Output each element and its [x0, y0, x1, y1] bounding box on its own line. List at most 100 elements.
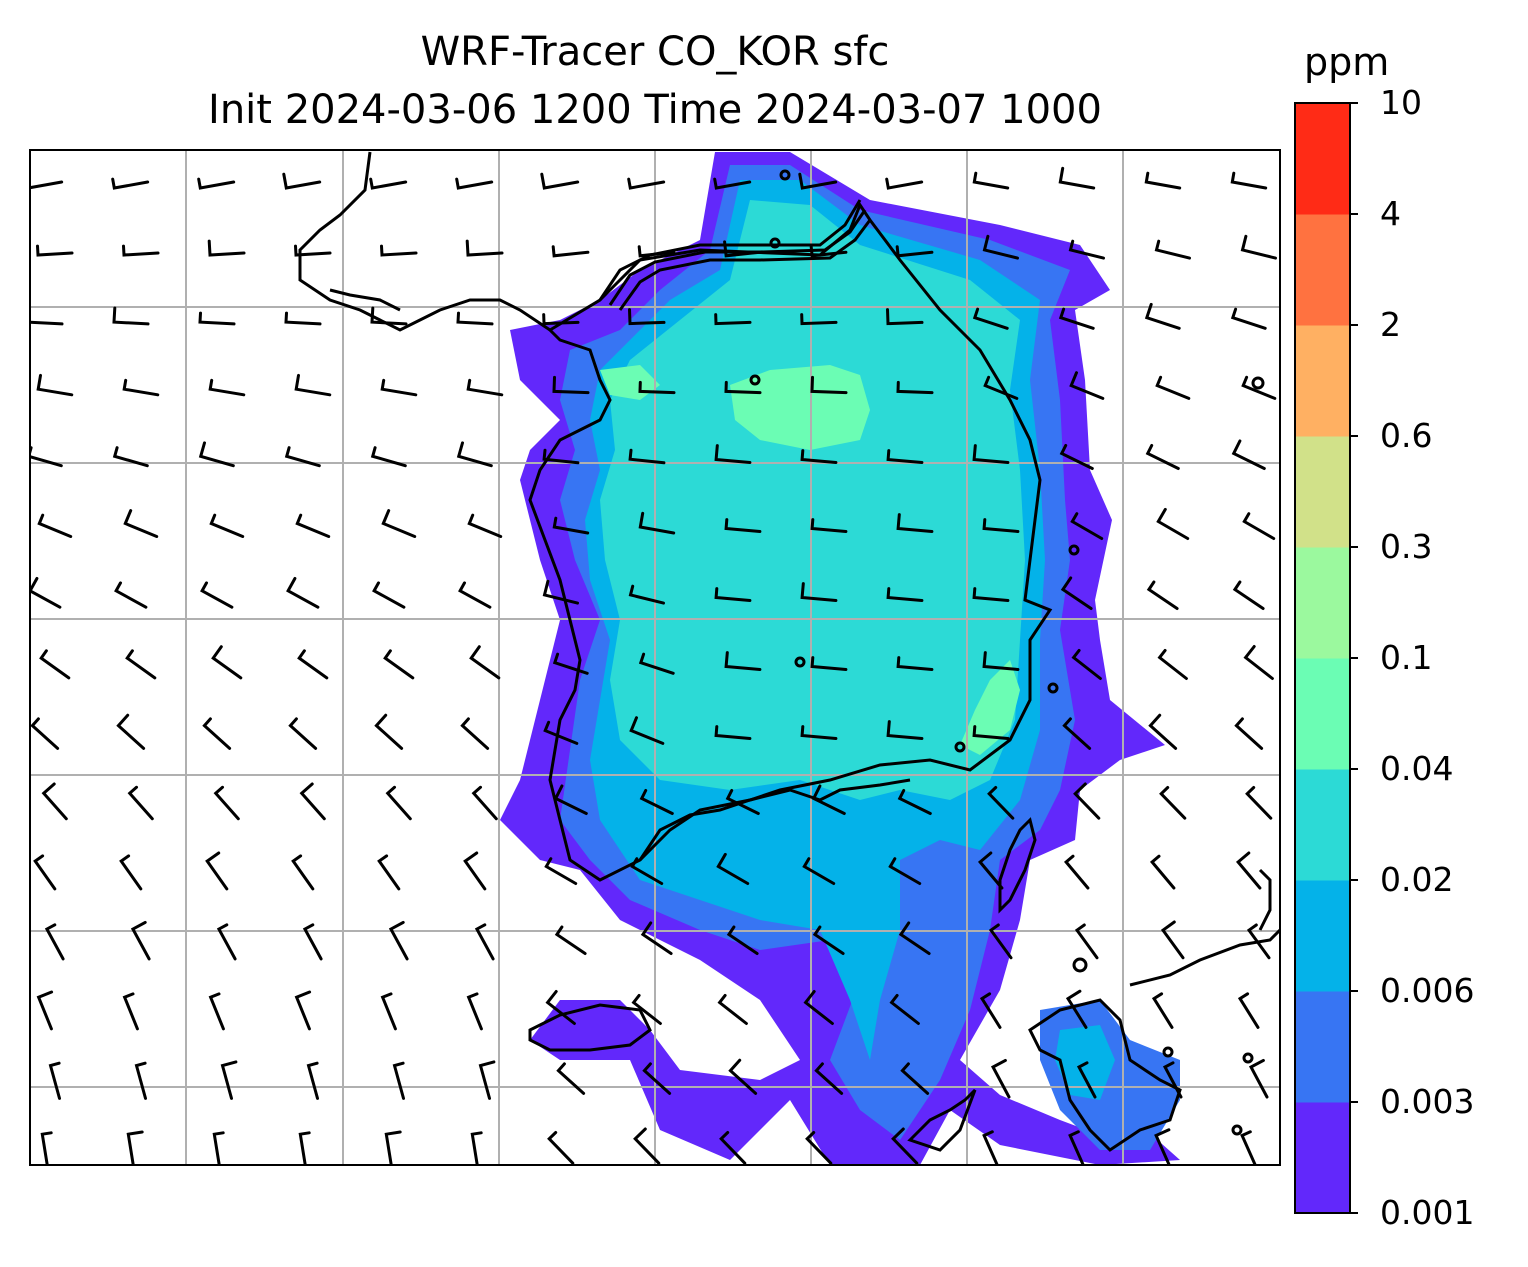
wind-barb — [802, 857, 836, 885]
wind-barb — [982, 1130, 999, 1165]
wind-barb — [1240, 234, 1277, 260]
wind-barb — [380, 378, 418, 397]
wind-barb — [1151, 992, 1174, 1029]
wind-barb — [1241, 375, 1277, 400]
wind-barb — [979, 992, 1002, 1029]
nk-border — [598, 199, 862, 301]
colorbar-tick-label: 0.6 — [1380, 416, 1433, 455]
liaodong-coast — [298, 151, 551, 332]
wind-barb — [726, 925, 759, 955]
wind-barb — [306, 1061, 319, 1100]
colorbar-segment — [1295, 214, 1350, 326]
contour-level-4 — [730, 365, 870, 450]
wind-barb — [1230, 307, 1267, 330]
wind-barb — [1156, 507, 1190, 540]
wind-barb — [456, 441, 493, 468]
wind-barb — [814, 1062, 844, 1095]
wind-barb — [972, 171, 1010, 190]
wind-barb — [220, 1060, 238, 1100]
wind-barb — [633, 1127, 661, 1165]
wind-barb — [41, 782, 68, 821]
wind-barb — [542, 579, 579, 605]
wind-barb — [990, 1058, 1011, 1099]
wind-barb — [1160, 920, 1185, 960]
wind-barb — [553, 784, 588, 815]
wind-barb — [125, 649, 157, 680]
wind-barb — [812, 925, 845, 955]
wind-barb — [40, 1131, 53, 1165]
wind-barb — [302, 923, 323, 961]
wind-barb — [895, 245, 934, 258]
wind-barb — [987, 786, 1015, 820]
wind-barb — [728, 1058, 758, 1095]
wind-barb — [554, 925, 587, 955]
south-coast-islands — [638, 778, 911, 861]
wind-barb — [1068, 239, 1105, 260]
wind-barb — [1062, 717, 1092, 750]
wind-barb — [972, 587, 1010, 602]
wind-barb — [1230, 171, 1268, 190]
wind-barb — [629, 716, 665, 745]
wind-barb — [44, 923, 65, 961]
wind-barb — [369, 177, 408, 190]
wind-barb — [982, 518, 1020, 533]
wind-barbs — [30, 166, 1277, 1165]
wind-barb — [889, 993, 920, 1025]
wind-barb — [294, 373, 332, 397]
wind-barb — [380, 992, 397, 1031]
wind-barb — [977, 851, 1004, 890]
wind-barb — [1063, 854, 1090, 890]
wind-barb — [886, 449, 924, 464]
wind-barb — [126, 1130, 144, 1165]
wind-barb — [205, 851, 229, 891]
japan-kyushu — [1028, 998, 1182, 1152]
wind-barb — [1159, 786, 1187, 820]
wind-barb — [800, 449, 838, 464]
wind-barb — [638, 652, 675, 675]
wind-barb — [631, 993, 662, 1025]
wind-barb — [628, 448, 666, 465]
wind-barb — [1149, 854, 1176, 890]
wind-barb — [639, 789, 674, 815]
colorbar-segment — [1295, 436, 1350, 548]
wind-barb — [112, 446, 149, 468]
wind-barb — [197, 177, 236, 190]
wind-barb — [885, 177, 924, 190]
wind-barb — [1058, 166, 1096, 190]
japan-coast-2 — [1258, 868, 1272, 931]
wind-barb — [1242, 512, 1276, 540]
wind-barb — [30, 717, 60, 750]
nk-border-3 — [618, 219, 872, 311]
wind-barb — [719, 1131, 747, 1165]
wind-barb — [1074, 923, 1099, 960]
wind-barb — [288, 717, 318, 750]
wind-barb — [30, 313, 64, 326]
colorbar-tick-label: 0.006 — [1380, 971, 1475, 1010]
wind-barb — [1146, 580, 1179, 610]
wind-barb — [295, 513, 331, 538]
wind-barb — [208, 378, 246, 397]
wind-barb — [982, 651, 1020, 671]
wind-barb — [36, 244, 74, 257]
wind-barb — [714, 313, 752, 326]
wind-barb — [1068, 1130, 1085, 1165]
wind-barb — [800, 313, 838, 326]
wind-barb — [467, 513, 503, 538]
wind-barb — [36, 373, 74, 397]
wind-barb — [714, 444, 752, 464]
wind-barb — [988, 923, 1013, 960]
wind-barb — [898, 921, 931, 955]
wind-barb — [716, 852, 750, 885]
wind-barb — [122, 992, 139, 1031]
wind-barb — [456, 311, 494, 326]
wind-barb — [291, 854, 315, 891]
wind-barb — [724, 651, 762, 671]
wind-barb — [888, 857, 922, 885]
wind-barb — [383, 649, 415, 680]
map-frame — [29, 149, 1281, 1166]
colorbar-tick-label: 0.1 — [1380, 638, 1433, 677]
wind-barb — [469, 645, 501, 680]
wind-barb — [798, 172, 838, 190]
wind-barb — [896, 656, 934, 671]
